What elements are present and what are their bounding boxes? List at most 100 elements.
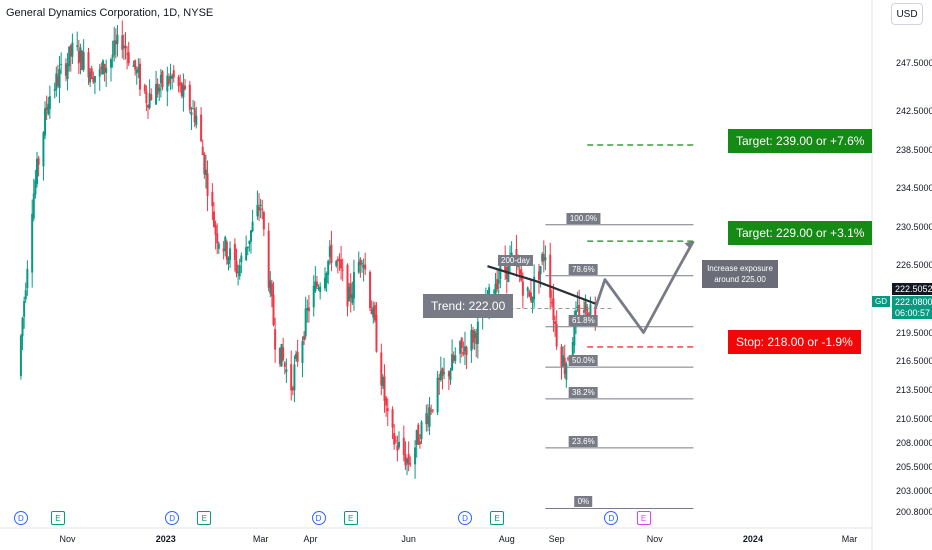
candle-body	[349, 283, 352, 299]
candle-body	[155, 83, 158, 105]
candle-body	[447, 371, 450, 377]
candle-body	[539, 266, 542, 275]
candle-body	[541, 254, 544, 262]
candle-body	[520, 269, 523, 281]
price-tick-label: 219.5000	[896, 327, 932, 338]
trend-label[interactable]: Trend: 222.00	[423, 294, 514, 318]
candle-body	[31, 213, 34, 273]
candle-body	[32, 193, 35, 219]
candle-body	[338, 258, 341, 261]
candle-body	[497, 279, 500, 284]
candle-body	[306, 308, 309, 311]
earnings-icon[interactable]: E	[490, 511, 505, 525]
candle-body	[383, 376, 386, 402]
price-tick-label: 247.5000	[896, 58, 932, 69]
candle-body	[237, 271, 240, 273]
candle-body	[105, 67, 108, 74]
earnings-icon[interactable]: E	[343, 511, 358, 525]
candle-body	[124, 45, 127, 49]
candle-body	[66, 63, 69, 80]
candle-body	[406, 458, 409, 464]
dividend-icon[interactable]: D	[13, 511, 28, 525]
candle-body	[116, 34, 119, 44]
candle-body	[270, 283, 273, 297]
candle-body	[409, 463, 412, 465]
dividend-icon[interactable]: D	[457, 511, 472, 525]
time-tick-label: 2023	[155, 534, 176, 544]
candle-body	[425, 413, 428, 425]
candle-body	[370, 309, 373, 315]
candle-body	[169, 75, 172, 79]
earnings-icon[interactable]: E	[50, 511, 65, 525]
candle-body	[76, 45, 79, 47]
earnings-icon[interactable]: E	[197, 511, 212, 525]
candle-body	[180, 83, 183, 96]
candle-body	[438, 377, 441, 380]
candle-body	[64, 63, 67, 76]
exposure-note[interactable]: Increase exposure around 225.00	[702, 260, 778, 288]
candle-body	[177, 76, 180, 87]
candle-body	[542, 253, 545, 262]
candle-body	[69, 45, 72, 57]
candle-body	[77, 50, 80, 64]
ma-label: 200-day	[498, 255, 533, 266]
candle-body	[391, 409, 394, 428]
candle-body	[348, 286, 351, 301]
price-tick-label: 213.5000	[896, 385, 932, 396]
candle-body	[127, 52, 130, 64]
candle-body	[340, 259, 343, 269]
candle-body	[204, 169, 207, 176]
candle-body	[166, 75, 169, 92]
earnings-icon[interactable]: E	[636, 511, 651, 525]
candle-body	[122, 45, 125, 49]
candle-body	[362, 265, 365, 268]
candle-body	[224, 236, 227, 252]
candle-body	[121, 35, 124, 50]
stop-label[interactable]: Stop: 218.00 or -1.9%	[728, 330, 861, 354]
candle-body	[449, 370, 452, 380]
candle-body	[385, 397, 388, 406]
candle-body	[227, 257, 230, 265]
dividend-icon[interactable]: D	[311, 511, 326, 525]
candle-body	[238, 265, 241, 277]
target-1-label[interactable]: Target: 239.00 or +7.6%	[728, 129, 873, 153]
candle-body	[246, 246, 249, 249]
candle-body	[452, 355, 455, 361]
candle-body	[195, 115, 198, 126]
candle-body	[282, 347, 285, 360]
candle-body	[23, 301, 26, 317]
candle-body	[314, 281, 317, 292]
currency-button[interactable]: USD	[891, 3, 923, 25]
candle-body	[351, 294, 354, 304]
dividend-icon[interactable]: D	[604, 511, 619, 525]
target-2-label[interactable]: Target: 229.00 or +3.1%	[728, 221, 873, 245]
candle-body	[563, 357, 566, 375]
candle-body	[68, 46, 71, 67]
candle-body	[381, 376, 384, 387]
candle-body	[436, 377, 439, 413]
candle-body	[200, 114, 203, 141]
price-tick-label: 226.5000	[896, 260, 932, 271]
candle-body	[87, 52, 90, 78]
candle-body	[206, 173, 209, 196]
candle-body	[465, 347, 468, 355]
candle-body	[414, 447, 417, 465]
fib-label: 0%	[574, 496, 593, 508]
candle-body	[184, 85, 187, 90]
candle-body	[317, 287, 320, 289]
candle-body	[415, 430, 418, 445]
dividend-icon[interactable]: D	[165, 511, 180, 525]
countdown-tag: 06:00:57	[892, 307, 932, 319]
candle-body	[171, 75, 174, 79]
time-tick-label: Jun	[401, 534, 416, 544]
candle-body	[533, 276, 536, 300]
candle-body	[439, 370, 442, 381]
candle-body	[240, 255, 243, 263]
fib-label: 38.2%	[569, 386, 598, 398]
candle-body	[229, 248, 232, 260]
candle-body	[560, 346, 563, 367]
candle-body	[159, 74, 162, 84]
candle-body	[528, 291, 531, 297]
candle-body	[359, 259, 362, 266]
